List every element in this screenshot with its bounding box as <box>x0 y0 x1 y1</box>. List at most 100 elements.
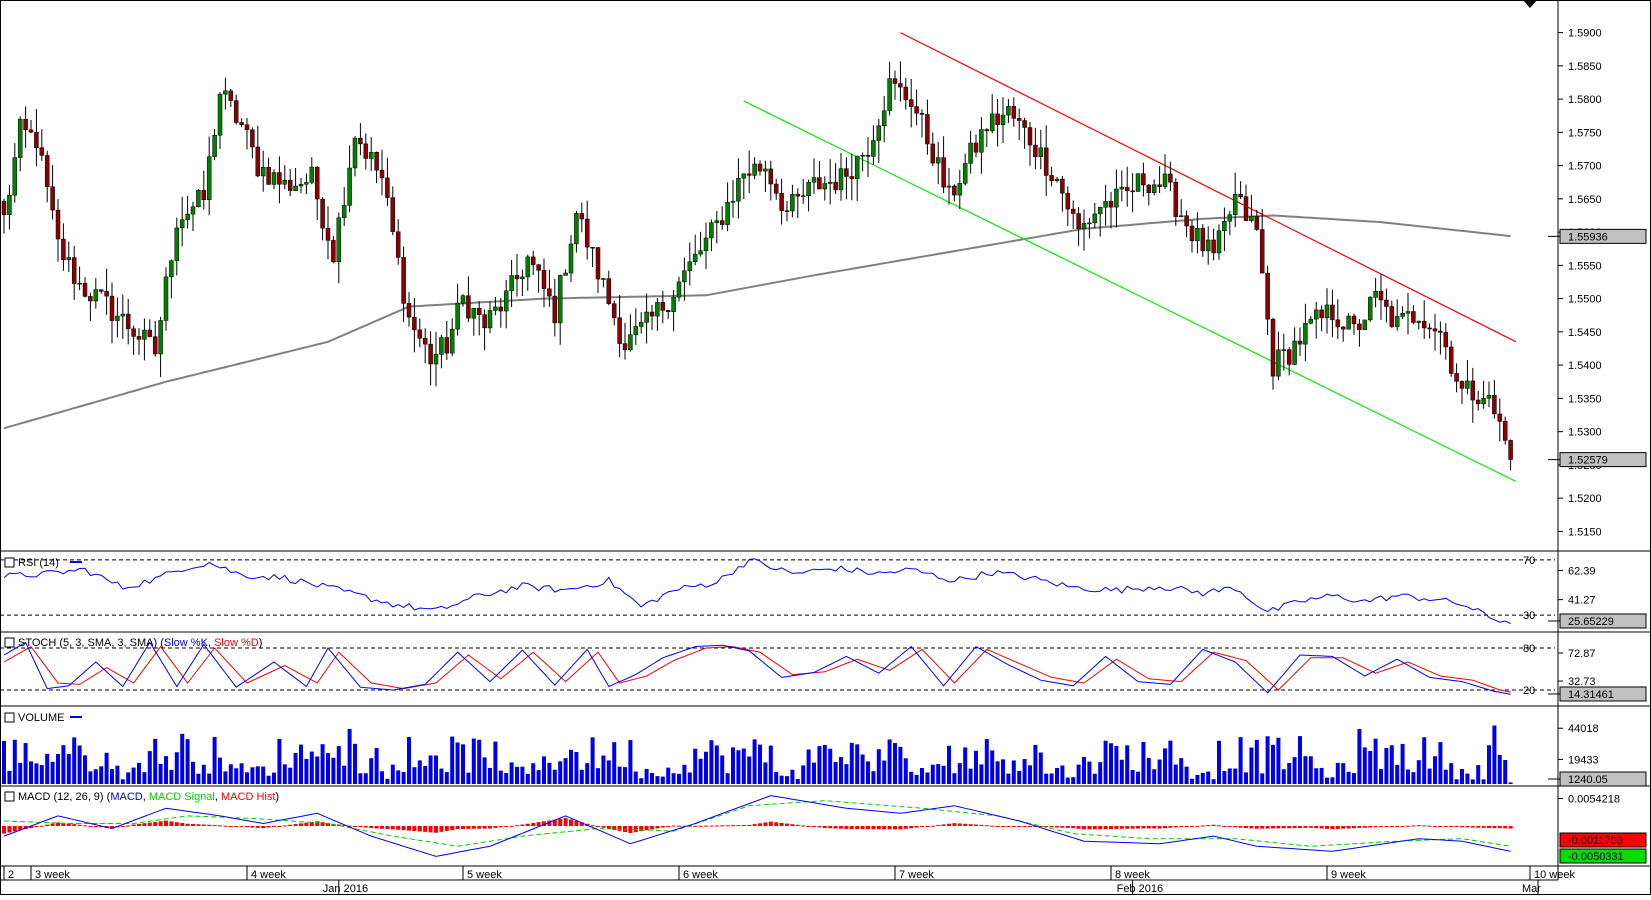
candle-body <box>120 313 126 317</box>
candle-body <box>1265 272 1270 320</box>
candle-body <box>390 197 396 233</box>
macd-hist-bar <box>1335 826 1340 829</box>
candle-body <box>746 173 752 176</box>
candle-body <box>1416 320 1422 323</box>
candle-body <box>1508 440 1513 460</box>
candle-body <box>822 183 828 190</box>
collapse-box-icon[interactable] <box>4 637 15 648</box>
candle-body <box>676 281 682 298</box>
volume-bar <box>1492 725 1497 784</box>
candle-body <box>336 217 342 263</box>
volume-bar <box>234 768 239 784</box>
volume-bar <box>1373 738 1378 784</box>
volume-bar <box>1308 756 1313 784</box>
macd-hist-bar <box>984 825 989 827</box>
macd-hist-bar <box>952 823 957 826</box>
candle-body <box>1454 373 1459 382</box>
candle-body <box>655 302 660 317</box>
candle-body <box>536 264 541 271</box>
volume-bar <box>806 749 811 784</box>
candle-body <box>844 168 849 177</box>
volume-bar <box>1200 772 1205 784</box>
candle-body <box>590 246 595 249</box>
volume-bar <box>849 742 854 784</box>
macd-hist-bar <box>374 826 379 829</box>
macd-hist-bar <box>677 825 681 827</box>
candle-body <box>692 253 698 263</box>
volume-bar <box>1368 750 1373 784</box>
macd-hist-bar <box>1168 826 1173 828</box>
collapse-box-icon[interactable] <box>4 557 15 568</box>
volume-bar <box>644 768 649 784</box>
volume-bar <box>585 763 590 784</box>
candle-body <box>131 328 136 337</box>
volume-bar <box>1049 773 1054 784</box>
volume-bar <box>1341 763 1346 784</box>
macd-hist-bar <box>304 822 309 826</box>
volume-bar <box>423 765 428 784</box>
candle-body <box>1259 229 1265 274</box>
macd-hist-bar <box>1060 826 1065 828</box>
macd-hist-bar <box>898 826 903 830</box>
candle-body <box>1195 227 1200 242</box>
candle-body <box>887 78 892 112</box>
candle-body <box>190 206 196 215</box>
candle-body <box>363 143 369 159</box>
scroll-arrow-icon[interactable] <box>1523 0 1537 8</box>
volume-bar <box>1346 771 1351 784</box>
candle-body <box>1357 323 1362 330</box>
candle-body <box>957 183 963 196</box>
macd-hist-bar <box>509 825 514 827</box>
macd-hist-bar <box>1465 826 1470 828</box>
macd-hist-bar <box>1184 826 1189 827</box>
collapse-box-icon[interactable] <box>4 791 15 802</box>
macd-hist-bar <box>1006 826 1011 827</box>
candle-body <box>1238 194 1243 197</box>
candle-body <box>984 129 990 132</box>
volume-bar <box>1314 768 1319 784</box>
volume-bar <box>255 766 260 784</box>
candle-body <box>34 131 39 148</box>
macd-hist-bar <box>606 826 611 829</box>
candle-body <box>277 172 282 185</box>
macd-hist-bar <box>790 824 795 826</box>
candle-body <box>779 193 784 211</box>
macd-hist-bar <box>601 826 606 828</box>
candle-body <box>579 213 585 220</box>
volume-bar <box>331 757 336 784</box>
candle-body <box>1400 313 1405 317</box>
volume-bar <box>1395 764 1400 784</box>
candle-body <box>660 302 666 311</box>
candle-body <box>88 296 93 302</box>
rsi-tick-label: 62.39 <box>1568 565 1596 577</box>
volume-bar <box>93 769 98 784</box>
candle-body <box>39 147 45 156</box>
volume-bar <box>774 771 779 784</box>
volume-bar <box>66 753 71 784</box>
candle-body <box>374 151 379 171</box>
candle-body <box>1319 309 1324 319</box>
sma-value-label: 1.55936 <box>1568 231 1608 243</box>
macd-hist-bar <box>698 825 703 827</box>
candle-body <box>687 261 693 272</box>
volume-bar <box>461 744 465 784</box>
price-tick-label: 1.5700 <box>1568 161 1602 173</box>
macd-hist-bar <box>228 826 233 827</box>
macd-hist-bar <box>504 826 509 827</box>
candle-body <box>320 198 325 229</box>
macd-hist-bar <box>763 822 768 826</box>
volume-bar <box>18 762 23 784</box>
collapse-box-icon[interactable] <box>4 712 15 723</box>
candle-body <box>433 354 439 365</box>
candle-body <box>212 134 217 157</box>
candle-body <box>827 181 833 184</box>
candle-body <box>757 163 763 172</box>
volume-bar <box>1190 778 1194 784</box>
volume-bar <box>941 765 946 784</box>
volume-bar <box>309 751 314 784</box>
candle-body <box>1114 188 1119 208</box>
stoch-tick-label: 32.73 <box>1568 676 1596 688</box>
macd-signal-legend: MACD Signal <box>149 791 215 803</box>
volume-bar <box>617 766 622 784</box>
